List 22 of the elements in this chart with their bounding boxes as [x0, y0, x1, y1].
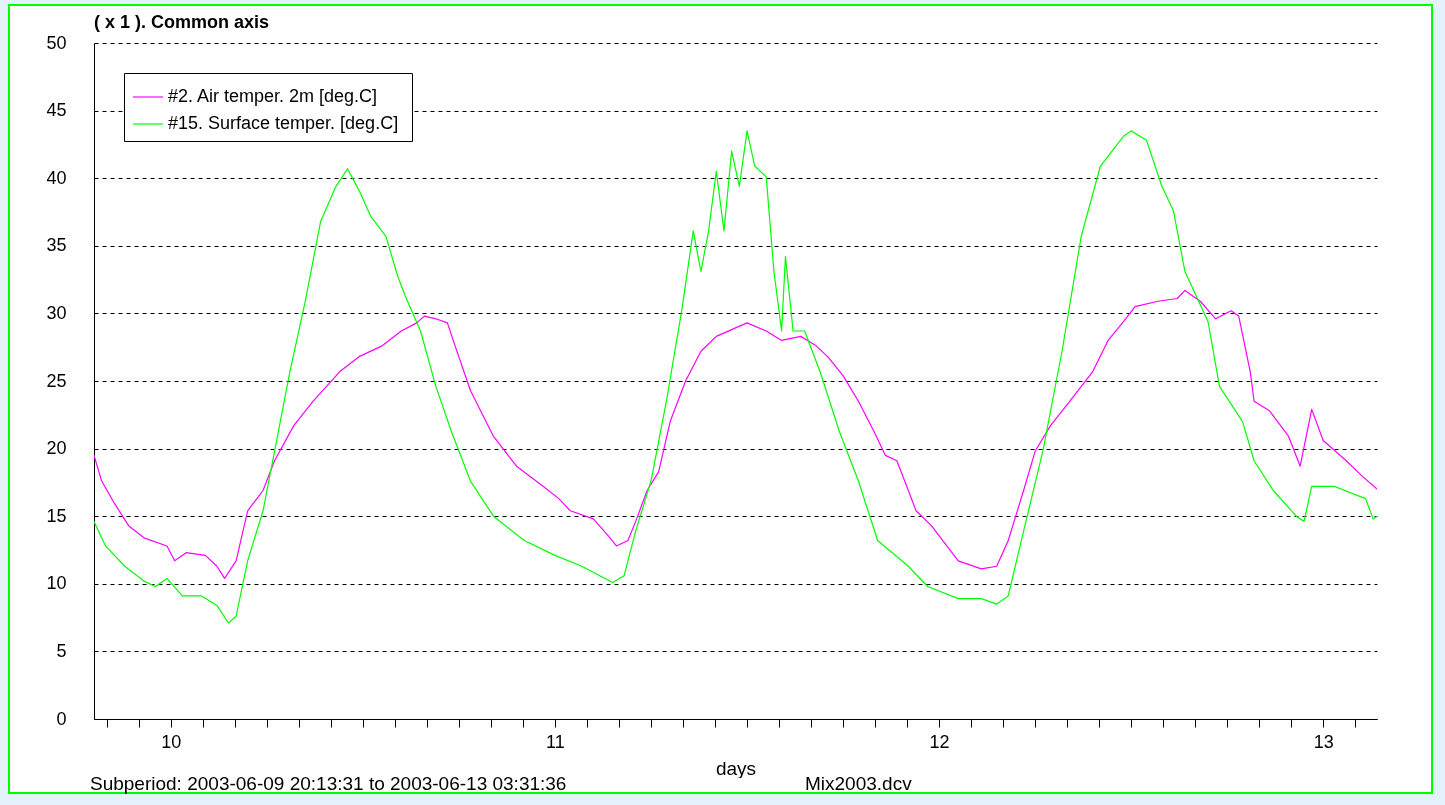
y-tick-label: 15 — [46, 505, 67, 526]
y-tick-label: 50 — [46, 32, 67, 53]
text: Mix2003.dcv — [805, 773, 912, 795]
y-tick-label: 30 — [46, 302, 67, 323]
x-tick-label: 13 — [1313, 731, 1334, 752]
x-tick-label: 12 — [929, 731, 950, 752]
y-tick-label: 40 — [46, 167, 67, 188]
line-series — [94, 289, 1377, 579]
y-tick-label: 10 — [46, 573, 67, 594]
legend-label: #2. Air temper. 2m [deg.C] — [168, 86, 378, 106]
x-axis-title: days — [715, 757, 757, 779]
y-tick-label: 20 — [46, 438, 67, 459]
x-tick-label: 11 — [546, 731, 565, 752]
x-tick-label: 10 — [161, 731, 182, 752]
legend-label: #15. Surface temper. [deg.C] — [168, 113, 399, 133]
text: Subperiod: 2003-06-09 20:13:31 to 2003-06-13 03:31:36 — [90, 773, 567, 795]
y-tick-label: 5 — [56, 640, 67, 661]
chart-title: ( x 1 ). Common axis — [94, 12, 270, 32]
y-tick-label: 0 — [56, 708, 67, 729]
y-tick-label: 25 — [46, 370, 67, 391]
y-tick-label: 45 — [46, 100, 67, 121]
y-tick-label: 35 — [46, 235, 67, 256]
